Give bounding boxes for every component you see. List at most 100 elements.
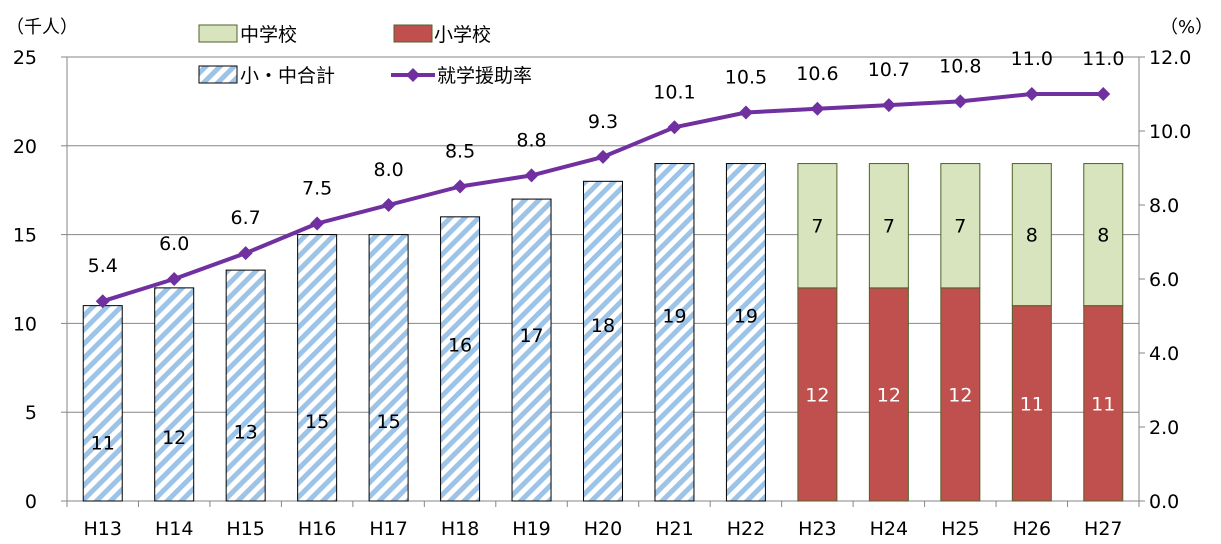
- x-tick-label: H21: [655, 518, 693, 540]
- legend-swatch-total: [198, 65, 238, 84]
- rate-point: [810, 101, 825, 116]
- rate-label: 8.8: [516, 129, 546, 151]
- left-tick-label: 5: [25, 402, 37, 424]
- legend-label-middle: 中学校: [240, 24, 297, 46]
- left-tick-label: 10: [13, 313, 37, 335]
- rate-point: [524, 168, 539, 183]
- right-tick-label: 8.0: [1149, 195, 1179, 217]
- bar-total: [725, 163, 766, 502]
- legend-swatch-middle: [198, 24, 238, 43]
- x-tick-label: H27: [1084, 518, 1122, 540]
- rate-point: [881, 98, 896, 113]
- legend: 中学校 小学校 小・中合計 就学援助率: [198, 24, 532, 87]
- rate-label: 10.1: [653, 81, 695, 103]
- bar-middle-label: 7: [954, 216, 966, 238]
- x-tick-label: H23: [798, 518, 836, 540]
- rate-point: [738, 105, 753, 120]
- x-tick-label: H19: [512, 518, 550, 540]
- bar-total: [654, 163, 695, 502]
- bar-total: [511, 198, 552, 502]
- bar-elementary-label: 12: [805, 384, 829, 406]
- right-tick-label: 6.0: [1149, 269, 1179, 291]
- rate-label: 11.0: [1082, 48, 1124, 70]
- legend-item-middle: 中学校: [198, 24, 297, 46]
- bar-middle-label: 7: [811, 216, 823, 238]
- bar-total-label: 11: [91, 432, 115, 454]
- rate-label: 8.0: [373, 159, 403, 181]
- left-tick-label: 20: [13, 136, 37, 158]
- right-tick-label: 12.0: [1149, 47, 1191, 69]
- bar-middle: [797, 163, 838, 289]
- rate-label: 6.0: [159, 233, 189, 255]
- rate-point: [381, 198, 396, 212]
- left-tick-label: 15: [13, 225, 37, 247]
- left-tick-label: 25: [13, 47, 37, 69]
- legend-label-total: 小・中合計: [240, 65, 335, 87]
- legend-swatch-elementary: [393, 24, 433, 43]
- bar-total-label: 15: [377, 411, 401, 433]
- rate-label: 10.5: [725, 67, 767, 89]
- left-tick-label: 0: [25, 491, 37, 513]
- bar-elementary: [868, 287, 909, 502]
- bar-elementary-label: 12: [948, 384, 972, 406]
- right-tick-label: 4.0: [1149, 343, 1179, 365]
- x-tick-label: H25: [941, 518, 979, 540]
- bar-total-label: 18: [591, 315, 615, 337]
- x-tick-label: H20: [584, 518, 622, 540]
- right-tick-label: 0.0: [1149, 491, 1179, 513]
- bar-elementary: [940, 287, 981, 502]
- rate-label: 10.6: [796, 63, 838, 85]
- x-tick-label: H13: [83, 518, 121, 540]
- legend-item-elementary: 小学校: [393, 24, 491, 46]
- x-tick-label: H15: [226, 518, 264, 540]
- rate-label: 9.3: [588, 111, 618, 133]
- x-tick-label: H26: [1013, 518, 1051, 540]
- rate-point: [453, 179, 468, 194]
- rate-point: [667, 120, 682, 135]
- rate-point: [310, 216, 325, 231]
- bar-total: [82, 305, 123, 502]
- bar-total: [154, 287, 195, 502]
- bar-total-label: 13: [234, 422, 258, 444]
- legend-item-rate: 就学援助率: [391, 65, 532, 87]
- bar-total: [225, 269, 266, 502]
- left-axis-unit: （千人）: [6, 17, 78, 38]
- rate-point: [1024, 87, 1039, 101]
- rate-label: 8.5: [445, 141, 475, 163]
- x-tick-label: H24: [870, 518, 908, 540]
- bar-total: [440, 216, 481, 502]
- bar-total-label: 19: [662, 305, 686, 327]
- rate-point: [167, 272, 182, 286]
- rate-label: 5.4: [88, 255, 118, 277]
- rate-label: 7.5: [302, 178, 332, 200]
- right-tick-label: 2.0: [1149, 417, 1179, 439]
- x-tick-label: H17: [369, 518, 407, 540]
- rate-label: 6.7: [231, 207, 261, 229]
- x-tick-label: H18: [441, 518, 479, 540]
- x-tick-label: H16: [298, 518, 336, 540]
- right-axis-unit: （%）: [1160, 17, 1213, 38]
- bar-elementary-label: 12: [877, 384, 901, 406]
- bar-total-label: 19: [734, 305, 758, 327]
- rate-label: 10.7: [868, 59, 910, 81]
- x-tick-label: H22: [727, 518, 765, 540]
- legend-label-elementary: 小学校: [434, 24, 491, 46]
- bar-elementary-label: 11: [1091, 393, 1115, 415]
- legend-marker-rate: [406, 68, 420, 82]
- legend-item-total: 小・中合計: [198, 65, 335, 87]
- legend-label-rate: 就学援助率: [437, 65, 532, 87]
- bar-elementary: [1083, 305, 1124, 502]
- bar-total-label: 12: [162, 427, 186, 449]
- bar-middle-label: 7: [883, 216, 895, 238]
- bar-total: [297, 234, 338, 502]
- bar-middle-label: 8: [1026, 225, 1038, 247]
- rate-label: 10.8: [939, 55, 981, 77]
- right-tick-label: 10.0: [1149, 121, 1191, 143]
- axes: 0 5 10 15 20 25 0.0 2.0 4.0 6.0 8.0 10.0 12.0 H13 H14 H…: [13, 47, 1192, 540]
- bar-total-label: 15: [305, 411, 329, 433]
- rate-point: [596, 149, 610, 164]
- bar-elementary: [797, 287, 838, 502]
- rate-point: [1096, 87, 1111, 101]
- bar-total-label: 16: [448, 335, 472, 357]
